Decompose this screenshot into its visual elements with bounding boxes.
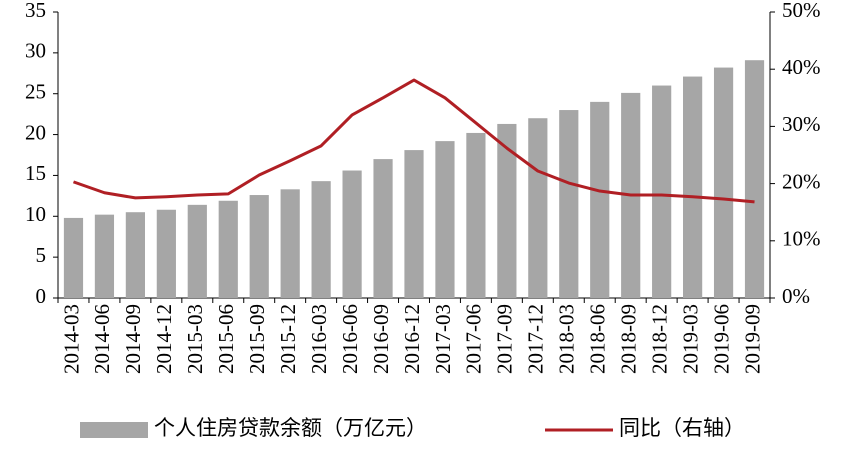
- x-tick-label: 2016-06: [338, 304, 362, 374]
- bar: [404, 150, 424, 298]
- bar: [559, 110, 579, 298]
- bar: [311, 181, 331, 298]
- legend-label: 个人住房贷款余额（万亿元）: [154, 416, 427, 440]
- bar: [466, 132, 486, 298]
- x-tick-label: 2014-06: [90, 304, 114, 374]
- bar: [125, 212, 145, 298]
- x-tick-label: 2018-06: [586, 304, 610, 374]
- x-tick-label: 2016-09: [369, 304, 393, 374]
- x-tick-label: 2014-12: [152, 304, 176, 374]
- x-tick-label: 2016-12: [400, 304, 424, 374]
- x-tick-label: 2015-06: [214, 304, 238, 374]
- bar: [218, 200, 238, 298]
- x-tick-label: 2015-12: [276, 304, 300, 374]
- x-tick-label: 2014-03: [59, 304, 83, 374]
- legend-swatch: [80, 422, 148, 438]
- bar: [373, 159, 393, 298]
- x-tick-label: 2017-03: [431, 304, 455, 374]
- bar: [94, 214, 115, 298]
- y-tick-label: 15: [25, 161, 46, 185]
- y2-tick-label: 40%: [782, 55, 821, 79]
- y2-tick-label: 30%: [782, 112, 821, 136]
- y-tick-label: 35: [25, 0, 46, 22]
- bar: [497, 123, 517, 298]
- x-tick-label: 2018-12: [647, 304, 671, 374]
- x-tick-label: 2019-09: [740, 304, 764, 374]
- bar: [744, 60, 765, 299]
- bar: [528, 118, 548, 298]
- x-tick-label: 2017-12: [524, 304, 548, 374]
- y-tick-label: 0: [36, 284, 47, 308]
- x-tick-label: 2019-03: [678, 304, 702, 374]
- legend-label: 同比（右轴）: [619, 416, 745, 440]
- y2-tick-label: 0%: [782, 284, 810, 308]
- y-tick-label: 30: [25, 39, 46, 63]
- y-tick-label: 10: [25, 202, 46, 226]
- bar: [249, 195, 269, 298]
- x-tick-label: 2014-09: [121, 304, 145, 374]
- bar: [435, 141, 455, 298]
- x-tick-label: 2016-03: [307, 304, 331, 374]
- bar: [63, 217, 84, 298]
- x-tick-label: 2017-09: [493, 304, 517, 374]
- bar: [342, 170, 362, 298]
- y2-tick-label: 50%: [782, 0, 821, 22]
- y-tick-label: 25: [25, 80, 46, 104]
- bar: [156, 209, 176, 298]
- bar: [280, 189, 300, 298]
- y2-tick-label: 20%: [782, 169, 821, 193]
- bar: [713, 67, 734, 299]
- x-tick-label: 2019-06: [709, 304, 733, 374]
- x-tick-label: 2015-09: [245, 304, 269, 374]
- y-tick-label: 20: [25, 120, 46, 144]
- x-tick-label: 2018-03: [555, 304, 579, 374]
- y-tick-label: 5: [36, 243, 47, 267]
- x-tick-label: 2017-06: [462, 304, 486, 374]
- x-tick-label: 2015-03: [183, 304, 207, 374]
- line: [72, 78, 755, 204]
- x-tick-label: 2018-09: [617, 304, 641, 374]
- bar: [683, 76, 703, 298]
- bar: [590, 101, 610, 298]
- bar: [652, 85, 672, 299]
- y2-tick-label: 10%: [782, 227, 821, 251]
- bar: [187, 204, 207, 298]
